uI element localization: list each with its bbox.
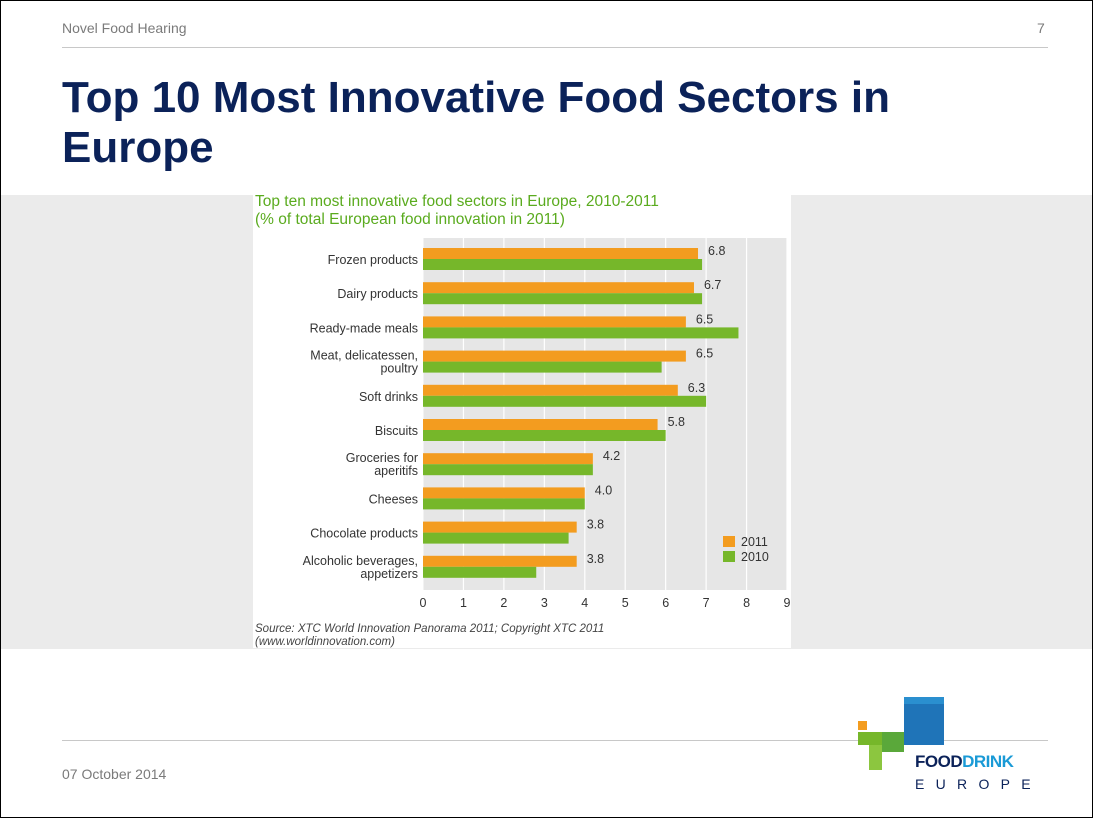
bar-2010: [423, 498, 585, 510]
category-label-line: aperitifs: [374, 464, 418, 478]
bar-2010: [423, 430, 666, 441]
data-label: 6.5: [696, 312, 713, 326]
data-label: 3.8: [587, 518, 604, 532]
bar-2010: [423, 327, 739, 339]
bar-2011: [423, 350, 686, 362]
data-label: 6.5: [696, 347, 713, 361]
data-label: 6.8: [708, 244, 725, 258]
bar-2011: [423, 282, 694, 294]
fooddrink-europe-logo: FOODDRINK EUROPE: [858, 690, 1058, 800]
header-title: Novel Food Hearing: [62, 20, 187, 36]
logo-word-drink: DRINK: [962, 752, 1014, 771]
category-label: Alcoholic beverages, appetizers: [303, 554, 418, 581]
legend-swatch-2011: [723, 536, 735, 547]
bar-2010: [423, 361, 662, 373]
bar-2010: [423, 259, 703, 270]
bar-2010: [423, 464, 593, 476]
legend-label-2011: 2011: [741, 535, 768, 549]
bar-2010: [423, 566, 537, 578]
bar-2010: [423, 293, 703, 305]
x-tick-label: 8: [743, 596, 750, 610]
bar-2010: [423, 395, 707, 407]
bar-2011: [423, 521, 577, 533]
x-tick-label: 0: [420, 596, 427, 610]
data-label: 4.2: [603, 449, 620, 463]
category-label-line: Alcoholic beverages,: [303, 554, 418, 568]
category-label: Ready-made meals: [310, 321, 418, 335]
chart-subtitle: (% of total European food innovation in …: [255, 211, 565, 228]
category-label-line: poultry: [380, 362, 418, 376]
chart-source: Source: XTC World Innovation Panorama 20…: [255, 623, 604, 635]
page-number: 7: [1037, 20, 1045, 36]
x-tick-label: 6: [662, 596, 669, 610]
header-divider: [62, 47, 1048, 48]
x-tick-label: 5: [622, 596, 629, 610]
data-label: 6.3: [688, 381, 705, 395]
x-tick-label: 4: [581, 596, 588, 610]
bar-2010: [423, 532, 569, 544]
category-label: Meat, delicatessen, poultry: [310, 349, 418, 376]
logo-mark-icon: [858, 697, 944, 770]
data-label: 4.0: [595, 483, 612, 497]
category-label: Frozen products: [328, 253, 418, 267]
chart-title: Top ten most innovative food sectors in …: [255, 193, 659, 210]
logo-wordmark: FOODDRINK: [915, 752, 1014, 772]
bar-2011: [423, 316, 686, 328]
category-label-line: appetizers: [360, 567, 418, 581]
bar-2011: [423, 248, 699, 259]
data-label: 5.8: [668, 415, 685, 429]
bar-2011: [423, 487, 585, 499]
logo-word-europe: EUROPE: [915, 776, 1042, 792]
chart-source-url: (www.worldinnovation.com): [255, 636, 395, 648]
category-label-line: Meat, delicatessen,: [310, 349, 418, 363]
x-tick-label: 2: [500, 596, 507, 610]
category-label: Groceries for aperitifs: [346, 451, 418, 478]
footer-divider: [62, 740, 1048, 741]
x-tick-label: 9: [784, 596, 791, 610]
category-label: Dairy products: [337, 287, 418, 301]
logo-word-food: FOOD: [915, 752, 963, 771]
legend-swatch-2010: [723, 551, 735, 562]
category-label: Chocolate products: [310, 527, 418, 541]
bar-2011: [423, 555, 577, 567]
x-tick-label: 3: [541, 596, 548, 610]
bar-2011: [423, 384, 678, 396]
category-label: Soft drinks: [359, 390, 418, 404]
bar-chart: Top ten most innovative food sectors in …: [255, 193, 791, 648]
bar-2011: [423, 453, 593, 465]
data-label: 6.7: [704, 278, 721, 292]
x-tick-label: 1: [460, 596, 467, 610]
slide-title: Top 10 Most Innovative Food Sectors in E…: [62, 73, 890, 172]
legend-label-2010: 2010: [741, 550, 769, 564]
x-tick-label: 7: [703, 596, 710, 610]
category-label-line: Groceries for: [346, 451, 418, 465]
category-label: Cheeses: [369, 492, 418, 506]
footer-date: 07 October 2014: [62, 766, 167, 782]
data-label: 3.8: [587, 552, 604, 566]
chart-panel: Top ten most innovative food sectors in …: [253, 190, 791, 648]
bar-2011: [423, 419, 658, 430]
category-label: Biscuits: [375, 424, 418, 438]
